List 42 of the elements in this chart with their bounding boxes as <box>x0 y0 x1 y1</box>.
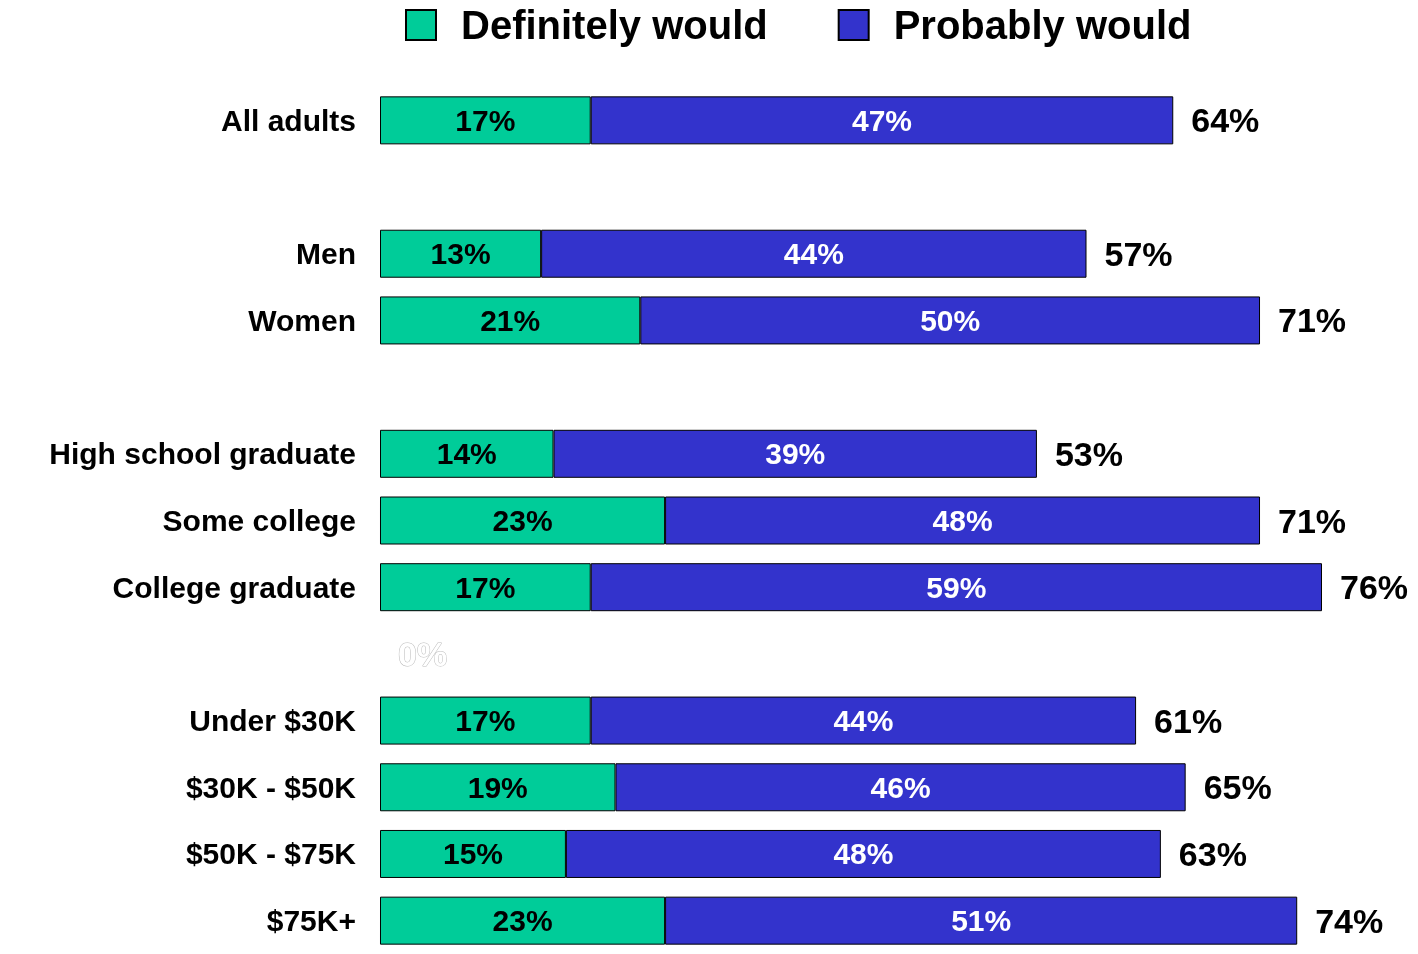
total-label: 71% <box>1278 501 1347 540</box>
legend-label: Probably would <box>893 3 1192 47</box>
y-tick-label: $50K - $75K <box>185 837 357 871</box>
data-label: 21% <box>480 303 541 337</box>
data-label: 14% <box>436 437 497 471</box>
total-label: 64% <box>1191 101 1260 140</box>
data-label: 59% <box>926 570 987 604</box>
data-label: 23% <box>492 904 553 938</box>
data-label: 51% <box>951 904 1012 938</box>
data-label: 46% <box>870 770 931 804</box>
total-label: 63% <box>1178 834 1247 873</box>
y-tick-label: Women <box>248 303 356 337</box>
y-tick-label: All adults <box>220 103 356 137</box>
y-tick-label: Under $30K <box>189 704 357 738</box>
total-label: 65% <box>1203 768 1272 807</box>
data-label: 15% <box>442 837 503 871</box>
y-tick-label: $30K - $50K <box>185 770 357 804</box>
data-label: 19% <box>467 770 528 804</box>
data-label: 17% <box>455 103 516 137</box>
total-label: 74% <box>1315 901 1384 940</box>
total-label: 57% <box>1104 234 1173 273</box>
data-label: 47% <box>851 103 913 137</box>
data-label: 13% <box>430 237 491 271</box>
data-label: 44% <box>833 704 894 738</box>
y-tick-label: Some college <box>162 504 356 537</box>
data-label: 39% <box>765 437 826 471</box>
y-tick-label: College graduate <box>112 570 356 604</box>
total-label: 53% <box>1054 434 1123 473</box>
data-label: 48% <box>833 837 894 871</box>
data-label: 50% <box>920 303 981 337</box>
legend-label: Definitely would <box>461 3 768 47</box>
total-label: 71% <box>1278 301 1347 340</box>
y-tick-label: $75K+ <box>266 904 356 938</box>
data-label: 17% <box>455 570 516 604</box>
data-label: 17% <box>455 704 516 738</box>
data-label: 23% <box>492 504 553 537</box>
data-label: 44% <box>783 237 844 271</box>
data-label: 48% <box>932 504 993 537</box>
y-tick-label: Men <box>296 237 356 271</box>
total-label: 61% <box>1154 701 1223 740</box>
total-label: 76% <box>1340 568 1409 607</box>
y-tick-label: High school graduate <box>49 437 356 471</box>
